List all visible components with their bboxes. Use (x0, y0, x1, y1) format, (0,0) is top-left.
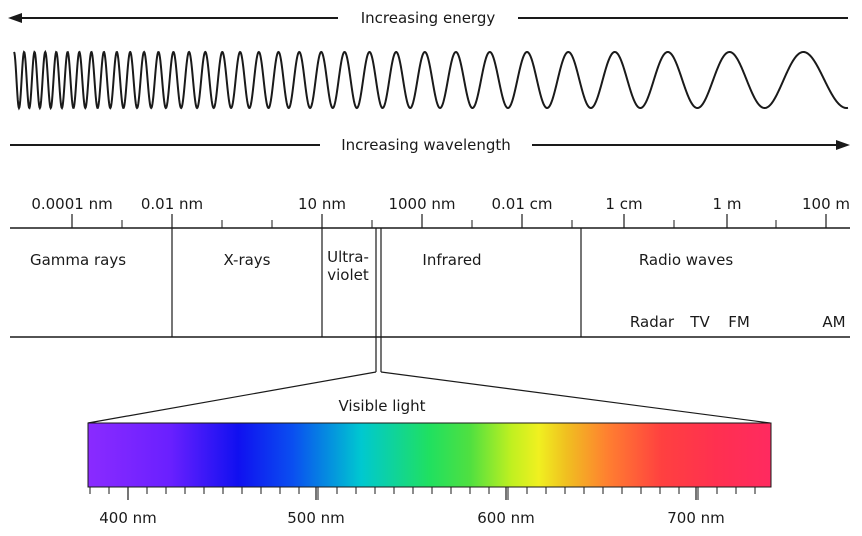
scale-tick-label: 0.01 cm (491, 195, 552, 213)
wavelength-arrow: Increasing wavelength (10, 136, 850, 154)
visible-tick-label: 600 nm (477, 509, 535, 527)
region-dividers (171, 228, 582, 372)
energy-arrow: Increasing energy (8, 9, 848, 27)
scale-tick-label: 1000 nm (388, 195, 455, 213)
scale-tick-marks (71, 214, 827, 228)
region-infrared: Infrared (422, 251, 481, 269)
radio-band-am: AM (822, 313, 845, 331)
energy-arrow-label: Increasing energy (361, 9, 496, 27)
visible-expansion-lines (87, 371, 771, 424)
scale-tick-label: 100 m (802, 195, 850, 213)
radio-band-tv: TV (689, 313, 710, 331)
visible-tick-label: 400 nm (99, 509, 157, 527)
region-radio-waves: Radio waves (639, 251, 733, 269)
wavelength-scale: 0.0001 nm 0.01 nm 10 nm 1000 nm 0.01 cm … (10, 195, 850, 338)
visible-spectrum-bar (87, 422, 772, 488)
visible-tick-marks (89, 487, 756, 500)
wavelength-arrow-label: Increasing wavelength (341, 136, 511, 154)
radio-band-fm: FM (728, 313, 750, 331)
region-ultraviolet-line2: violet (327, 266, 369, 284)
radio-band-radar: Radar (630, 313, 675, 331)
region-gamma-rays: Gamma rays (30, 251, 126, 269)
scale-tick-label: 1 m (713, 195, 742, 213)
scale-tick-label: 1 cm (605, 195, 642, 213)
visible-tick-label: 700 nm (667, 509, 725, 527)
region-x-rays: X-rays (224, 251, 271, 269)
scale-tick-label: 0.0001 nm (31, 195, 112, 213)
region-ultraviolet-line1: Ultra- (327, 248, 369, 266)
scale-tick-label: 10 nm (298, 195, 346, 213)
visible-light-label: Visible light (338, 397, 425, 415)
wave-curve (13, 49, 849, 111)
scale-tick-label: 0.01 nm (141, 195, 203, 213)
visible-tick-label: 500 nm (287, 509, 345, 527)
